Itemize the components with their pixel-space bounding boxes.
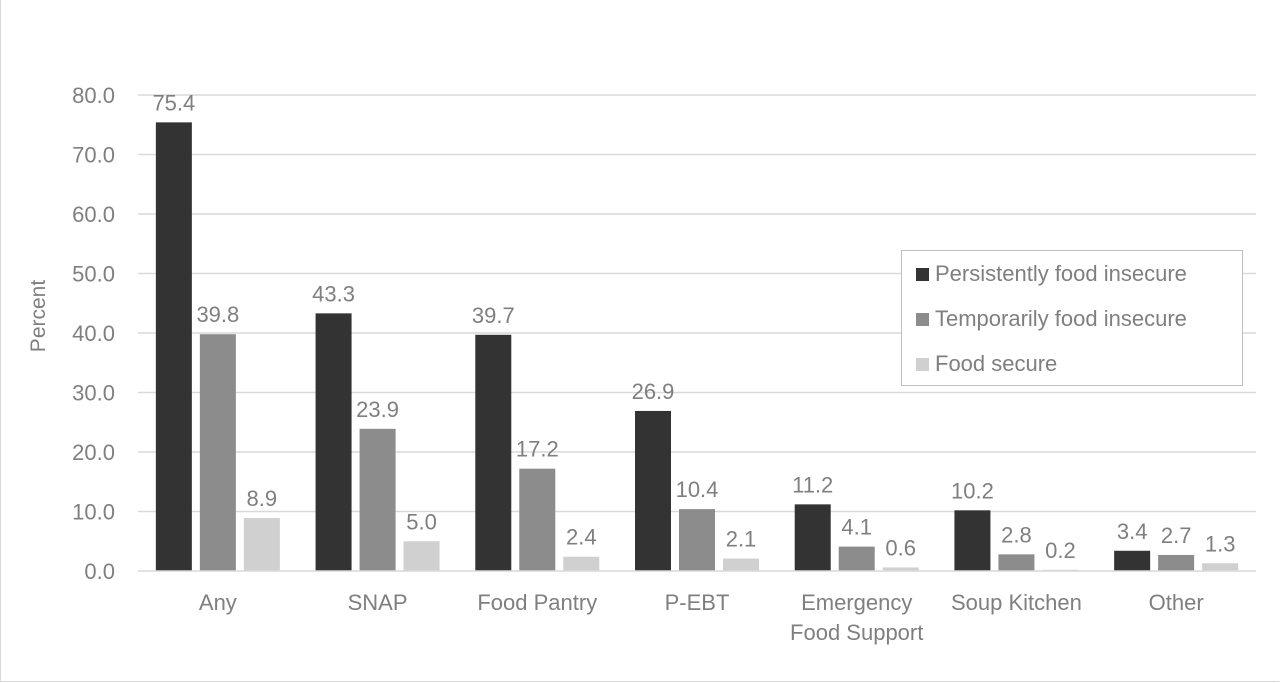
legend-label: Temporarily food insecure xyxy=(935,306,1187,331)
bar xyxy=(1114,550,1151,571)
y-tick-label: 80.0 xyxy=(72,83,115,108)
bars xyxy=(155,122,1239,572)
bar xyxy=(998,554,1035,571)
bar xyxy=(519,468,556,571)
bar xyxy=(838,546,875,571)
data-labels: 75.4 39.8 8.9 43.3 23.9 5.0 39.7 17.2 2.4 26.9 10.… xyxy=(152,90,1235,562)
data-label: 10.4 xyxy=(676,477,719,502)
data-label: 17.2 xyxy=(516,437,559,462)
data-label: 3.4 xyxy=(1117,519,1148,544)
legend-swatch xyxy=(916,312,929,326)
category-label: Emergency xyxy=(801,590,912,615)
legend: Persistently food insecure Temporarily f… xyxy=(901,250,1243,386)
bar xyxy=(635,410,671,571)
bar xyxy=(679,509,715,571)
y-tick-label: 0.0 xyxy=(84,559,115,584)
bar xyxy=(475,334,512,571)
data-label: 0.6 xyxy=(885,535,916,560)
data-label: 11.2 xyxy=(792,472,833,497)
y-tick-label: 30.0 xyxy=(72,381,115,406)
category-label: Food Pantry xyxy=(477,590,597,615)
data-label: 39.8 xyxy=(196,302,239,327)
bar xyxy=(243,518,280,571)
category-label: Soup Kitchen xyxy=(951,590,1082,615)
data-label: 43.3 xyxy=(312,281,355,306)
y-tick-label: 60.0 xyxy=(72,202,115,227)
bar xyxy=(359,428,396,571)
data-label: 26.9 xyxy=(632,379,675,404)
legend-swatch xyxy=(916,267,929,281)
bar xyxy=(954,510,991,571)
data-label: 5.0 xyxy=(406,509,437,534)
data-label: 0.2 xyxy=(1045,538,1076,563)
bar xyxy=(199,334,236,571)
bar xyxy=(882,567,919,571)
bar xyxy=(1202,563,1239,571)
bar xyxy=(403,541,440,571)
data-label: 2.1 xyxy=(726,527,757,552)
bar xyxy=(315,313,352,571)
bar xyxy=(1158,554,1195,571)
y-axis-label: Percent xyxy=(27,280,50,353)
legend-label: Food secure xyxy=(935,351,1058,376)
y-tick-label: 70.0 xyxy=(72,143,115,168)
category-labels: Any SNAP Food Pantry P-EBT Emergency Food Sup… xyxy=(199,590,1204,645)
bar xyxy=(794,504,831,571)
y-tick-label: 10.0 xyxy=(72,500,115,525)
data-label: 39.7 xyxy=(472,303,515,328)
data-label: 1.3 xyxy=(1205,531,1236,556)
category-label: P-EBT xyxy=(665,590,730,615)
legend-item-food-secure: Food secure xyxy=(916,349,1057,379)
category-label: SNAP xyxy=(348,590,408,615)
bar xyxy=(155,122,192,572)
y-tick-label: 20.0 xyxy=(72,440,115,465)
data-label: 2.4 xyxy=(566,525,597,550)
y-tick-label: 40.0 xyxy=(72,321,115,346)
data-label: 2.7 xyxy=(1161,523,1192,548)
y-axis-ticks: 0.0 10.0 20.0 30.0 40.0 50.0 60.0 70.0 80.0 xyxy=(72,83,115,584)
legend-label: Persistently food insecure xyxy=(935,261,1187,286)
legend-item-temporarily-food-insecure: Temporarily food insecure xyxy=(916,304,1187,334)
category-label: Food Support xyxy=(790,620,923,645)
data-label: 8.9 xyxy=(247,486,278,511)
bar xyxy=(563,556,600,571)
data-label: 4.1 xyxy=(841,515,872,540)
category-label: Other xyxy=(1149,590,1204,615)
data-label: 23.9 xyxy=(356,397,399,422)
legend-item-persistently-food-insecure: Persistently food insecure xyxy=(916,259,1187,289)
legend-swatch xyxy=(916,357,929,371)
bar xyxy=(723,558,759,571)
data-label: 75.4 xyxy=(152,90,195,115)
data-label: 10.2 xyxy=(951,478,994,503)
y-tick-label: 50.0 xyxy=(72,262,115,287)
category-label: Any xyxy=(199,590,237,615)
data-label: 2.8 xyxy=(1001,522,1032,547)
